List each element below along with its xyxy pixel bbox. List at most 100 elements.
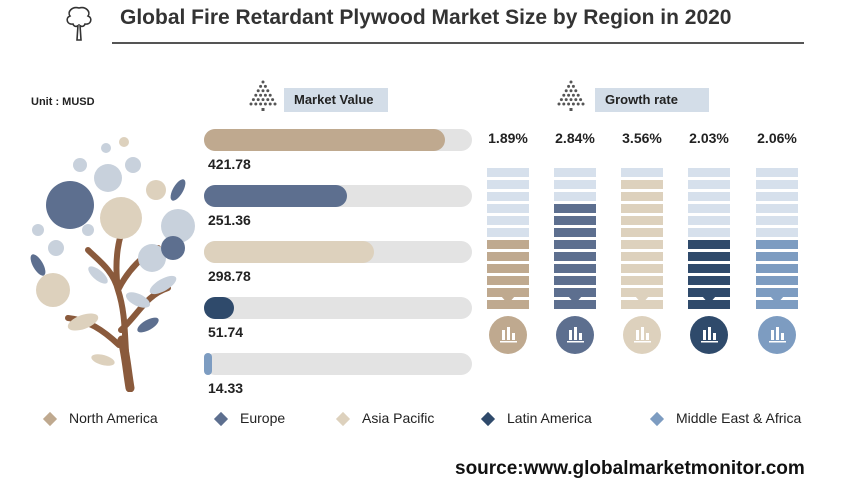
growth-segment xyxy=(554,228,596,237)
growth-segment xyxy=(487,192,529,201)
bar-chart-icon xyxy=(690,316,728,354)
growth-rate-label: 2.06% xyxy=(757,130,797,146)
bar-chart-icon xyxy=(556,316,594,354)
growth-segment xyxy=(554,300,596,309)
bar-value-label: 14.33 xyxy=(208,380,244,396)
growth-segment xyxy=(487,216,529,225)
growth-segment xyxy=(688,252,730,261)
legend-marker xyxy=(335,411,351,427)
growth-segment xyxy=(621,180,663,189)
growth-column-middle-east-africa xyxy=(756,168,798,312)
triangle-marker xyxy=(635,296,649,304)
bar-track xyxy=(204,129,472,151)
growth-segment xyxy=(487,204,529,213)
growth-rate-label: 1.89% xyxy=(488,130,528,146)
triangle-marker xyxy=(770,296,784,304)
growth-segment xyxy=(554,264,596,273)
growth-segment xyxy=(621,192,663,201)
growth-segment xyxy=(487,300,529,309)
growth-segment xyxy=(487,252,529,261)
growth-segment xyxy=(688,276,730,285)
growth-segment xyxy=(621,168,663,177)
growth-column-europe xyxy=(554,168,596,312)
growth-segment xyxy=(554,204,596,213)
growth-segment xyxy=(554,180,596,189)
bar-asia-pacific xyxy=(204,241,375,263)
growth-segment xyxy=(756,288,798,297)
growth-segment xyxy=(487,288,529,297)
bar-value-label: 251.36 xyxy=(208,212,251,228)
growth-segment xyxy=(487,240,529,249)
bar-north-america xyxy=(204,129,445,151)
growth-segment xyxy=(688,240,730,249)
growth-rate-header: Growth rate xyxy=(595,88,709,112)
growth-column-asia-pacific xyxy=(621,168,663,312)
growth-segment xyxy=(554,216,596,225)
unit-label: Unit : MUSD xyxy=(31,96,95,108)
market-value-header: Market Value xyxy=(284,88,388,112)
tree-icon xyxy=(66,6,92,41)
growth-segment xyxy=(688,264,730,273)
growth-segment xyxy=(756,216,798,225)
growth-segment xyxy=(621,252,663,261)
growth-segment xyxy=(554,240,596,249)
growth-segment xyxy=(554,192,596,201)
growth-segment xyxy=(487,264,529,273)
bar-middle-east-africa xyxy=(204,353,213,375)
growth-segment xyxy=(688,300,730,309)
growth-segment xyxy=(756,180,798,189)
legend-marker xyxy=(649,411,665,427)
bar-latin-america xyxy=(204,297,234,319)
growth-segment xyxy=(487,180,529,189)
bar-track xyxy=(204,185,472,207)
growth-segment xyxy=(756,264,798,273)
legend-label: North America xyxy=(69,410,158,426)
growth-segment xyxy=(756,168,798,177)
bar-value-label: 421.78 xyxy=(208,156,251,172)
legend-marker xyxy=(480,411,496,427)
growth-segment xyxy=(621,264,663,273)
growth-segment xyxy=(688,228,730,237)
bar-track xyxy=(204,297,472,319)
growth-segment xyxy=(756,252,798,261)
pyramid-icon xyxy=(249,80,277,111)
growth-segment xyxy=(621,300,663,309)
growth-segment xyxy=(621,228,663,237)
pyramid-icon xyxy=(557,80,585,111)
growth-segment xyxy=(621,240,663,249)
growth-rate-label: 3.56% xyxy=(622,130,662,146)
legend-marker xyxy=(213,411,229,427)
page-title: Global Fire Retardant Plywood Market Siz… xyxy=(120,6,732,29)
triangle-marker xyxy=(501,296,515,304)
triangle-marker xyxy=(568,296,582,304)
growth-segment xyxy=(688,288,730,297)
growth-segment xyxy=(487,228,529,237)
growth-segment xyxy=(688,168,730,177)
bar-chart-icon xyxy=(623,316,661,354)
growth-segment xyxy=(554,252,596,261)
legend-label: Latin America xyxy=(507,410,592,426)
growth-segment xyxy=(621,276,663,285)
growth-segment xyxy=(554,168,596,177)
growth-segment xyxy=(621,288,663,297)
growth-segment xyxy=(756,192,798,201)
title-divider xyxy=(112,42,804,44)
growth-column-latin-america xyxy=(688,168,730,312)
growth-segment xyxy=(554,288,596,297)
growth-column-north-america xyxy=(487,168,529,312)
growth-rate-label: 2.84% xyxy=(555,130,595,146)
bar-europe xyxy=(204,185,348,207)
bar-chart-icon xyxy=(758,316,796,354)
growth-segment xyxy=(756,204,798,213)
legend-label: Europe xyxy=(240,410,286,426)
growth-segment xyxy=(688,192,730,201)
growth-segment xyxy=(756,240,798,249)
bar-track xyxy=(204,241,472,263)
legend-label: Asia Pacific xyxy=(362,410,435,426)
growth-segment xyxy=(756,300,798,309)
source-text: source:www.globalmarketmonitor.com xyxy=(455,458,805,479)
bar-chart-icon xyxy=(489,316,527,354)
growth-rate-label: 2.03% xyxy=(689,130,729,146)
growth-segment xyxy=(621,204,663,213)
growth-segment xyxy=(487,276,529,285)
